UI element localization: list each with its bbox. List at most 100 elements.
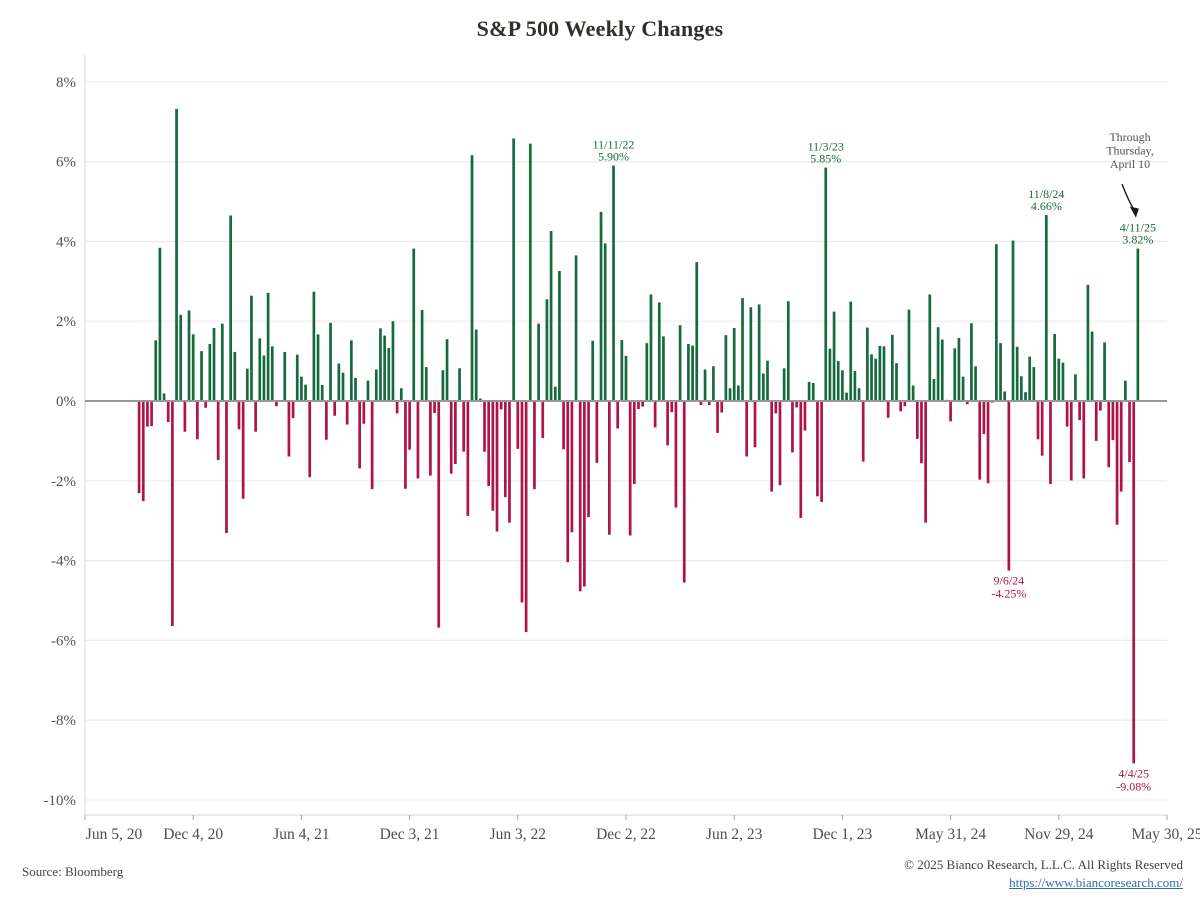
annotation-value: -9.08% <box>1116 779 1151 793</box>
bar <box>175 108 178 401</box>
bar <box>1007 401 1011 571</box>
bar <box>508 401 511 523</box>
bar <box>761 373 765 401</box>
bar <box>520 401 524 603</box>
bar <box>1111 401 1115 441</box>
bar <box>362 401 366 424</box>
bar <box>1024 392 1027 401</box>
bar <box>899 401 903 412</box>
bar <box>483 401 486 452</box>
bar <box>191 334 195 401</box>
bar <box>1053 333 1056 401</box>
bar <box>237 401 241 430</box>
bar <box>329 322 332 401</box>
bar <box>732 327 736 401</box>
annotation-value: -4.25% <box>991 587 1026 601</box>
bar <box>553 386 557 401</box>
bar <box>225 401 228 534</box>
bar <box>1044 215 1048 401</box>
x-tick-label: Nov 29, 24 <box>1024 826 1094 843</box>
bar <box>749 307 753 401</box>
y-tick-label: -10% <box>44 793 77 809</box>
bar <box>166 401 170 423</box>
bar <box>154 340 158 401</box>
bar <box>379 328 382 401</box>
bar <box>416 401 420 479</box>
bar <box>491 401 495 511</box>
bar <box>1061 362 1065 401</box>
bar <box>965 401 969 405</box>
x-tick-label: Dec 1, 23 <box>812 826 872 843</box>
bar <box>150 401 153 427</box>
bar <box>141 401 145 502</box>
bar <box>836 361 840 401</box>
bar <box>716 401 719 433</box>
x-tick-label: May 30, 25 <box>1131 826 1200 843</box>
bar <box>137 401 141 494</box>
bar <box>391 321 395 401</box>
bar <box>803 401 807 431</box>
bar <box>1107 401 1111 468</box>
y-tick-label: -4% <box>51 554 76 570</box>
y-tick-label: 8% <box>56 75 76 91</box>
website-link[interactable]: https://www.biancoresearch.com/ <box>1009 875 1183 890</box>
bar <box>691 345 694 401</box>
bar <box>924 401 927 523</box>
bar <box>737 385 740 401</box>
bar <box>196 401 199 440</box>
bar <box>915 401 919 439</box>
bar <box>957 337 961 401</box>
annotation-date: 4/11/25 <box>1120 221 1156 235</box>
bar <box>358 401 362 469</box>
bar <box>146 401 149 427</box>
bar <box>204 401 208 408</box>
bar <box>820 401 823 502</box>
bar <box>961 376 965 401</box>
bar <box>953 348 957 401</box>
bar <box>325 401 328 440</box>
bar <box>1019 376 1023 401</box>
bar <box>541 401 545 439</box>
bar <box>612 165 615 401</box>
bar <box>670 401 674 413</box>
bar <box>320 385 324 401</box>
bar <box>745 401 749 457</box>
x-tick-label: Jun 4, 21 <box>273 826 329 843</box>
bar <box>982 401 986 435</box>
bar <box>995 244 998 401</box>
note-arrowhead <box>1129 206 1139 218</box>
bar <box>886 401 890 418</box>
bar <box>724 335 728 401</box>
note-text: Through <box>1109 130 1150 144</box>
bar <box>649 294 653 401</box>
bar <box>241 401 245 499</box>
bar <box>570 401 574 533</box>
bar <box>433 401 436 413</box>
bar <box>920 401 923 464</box>
bar <box>333 401 337 416</box>
bar <box>641 401 644 407</box>
bar <box>1099 401 1102 411</box>
bar <box>911 385 915 401</box>
bar <box>466 401 470 516</box>
y-tick-label: -6% <box>51 633 76 649</box>
bar <box>383 335 386 401</box>
bar <box>258 338 262 401</box>
bar <box>412 248 416 401</box>
bar <box>566 401 570 563</box>
annotation-date: 11/8/24 <box>1028 187 1064 201</box>
bar <box>1040 401 1044 456</box>
bar <box>366 380 370 401</box>
bar <box>1136 248 1140 401</box>
bar <box>1057 358 1061 401</box>
bar <box>878 345 882 401</box>
bar <box>687 343 690 401</box>
bar <box>516 401 520 449</box>
bar <box>404 401 407 489</box>
bar <box>308 401 312 478</box>
bar <box>657 302 661 401</box>
bar <box>870 354 873 401</box>
bar <box>637 401 640 409</box>
bar <box>275 401 278 407</box>
